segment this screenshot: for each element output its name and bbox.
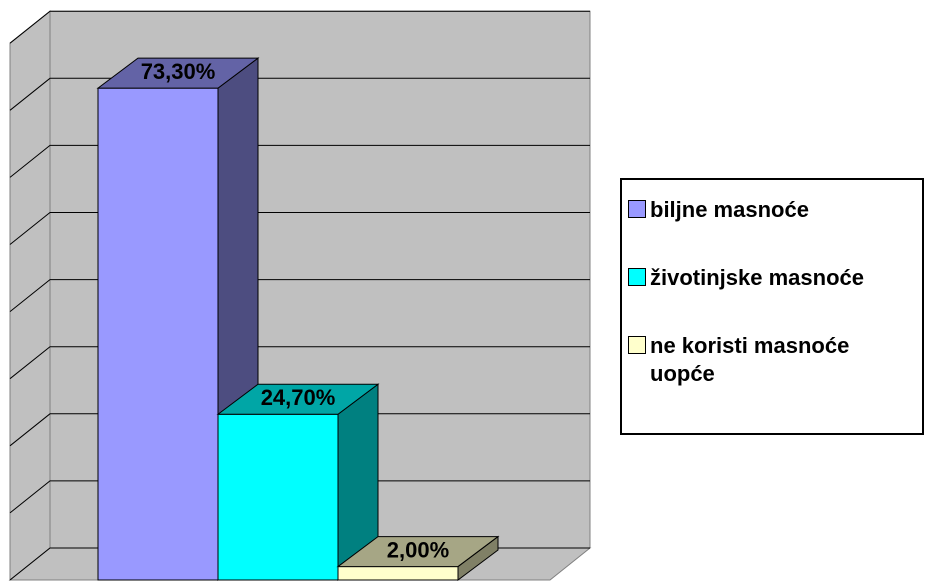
grid-line xyxy=(9,413,590,447)
data-label: 73,30% xyxy=(141,59,216,84)
grid-line xyxy=(9,10,590,44)
bar xyxy=(336,535,500,581)
bar-front xyxy=(337,566,459,581)
grid-line xyxy=(9,346,590,380)
legend-label: biljne masnoće xyxy=(650,197,809,222)
legend-label: životinjske masnoće xyxy=(650,265,864,290)
legend-swatch xyxy=(628,200,646,218)
bar-front xyxy=(217,413,339,581)
data-label: 2,00% xyxy=(387,537,449,562)
legend-entry: biljne masnoće xyxy=(628,196,916,224)
bar xyxy=(216,383,380,581)
grid-line xyxy=(9,279,590,312)
bar-top xyxy=(336,536,500,568)
data-label: 24,70% xyxy=(261,385,336,410)
legend-label: ne koristi masnoće uopće xyxy=(650,333,850,386)
legend-swatch xyxy=(628,268,646,286)
grid-line xyxy=(9,144,590,178)
grid-line xyxy=(9,77,590,111)
legend: biljne masnoće životinjske masnoće ne kori… xyxy=(620,178,924,435)
grid-line xyxy=(9,212,590,245)
legend-entry: ne koristi masnoće uopće xyxy=(628,332,916,388)
legend-swatch xyxy=(628,336,646,354)
bar-top xyxy=(96,57,260,89)
legend-entry: životinjske masnoće xyxy=(628,264,916,292)
grid-line xyxy=(9,480,590,514)
bar-front xyxy=(97,87,219,581)
bar-top xyxy=(216,383,380,415)
